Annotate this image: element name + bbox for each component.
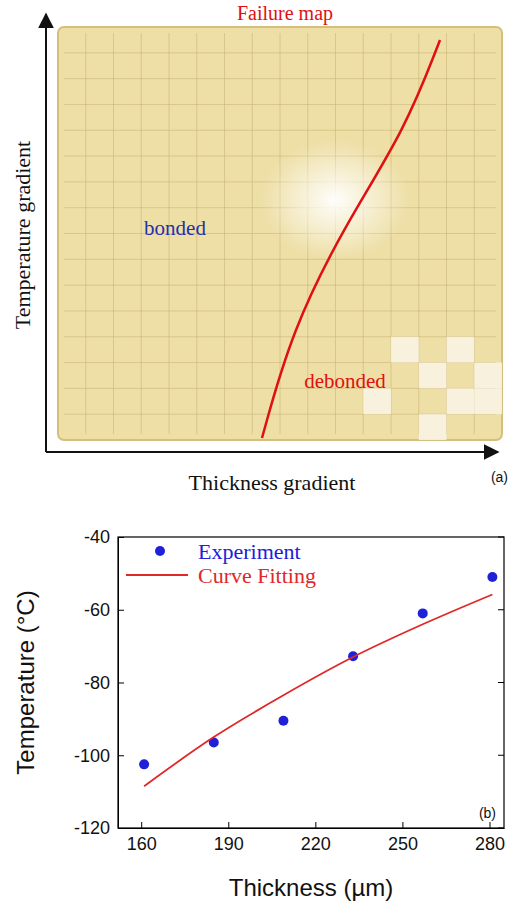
x-tick-label: 160 (127, 834, 157, 854)
data-point (139, 759, 149, 769)
grid-line (64, 259, 496, 260)
legend-item: Experiment (155, 539, 301, 564)
x-axis-title: Thickness gradient (189, 470, 356, 495)
x-tick-mark (315, 822, 316, 828)
x-tick-mark (489, 822, 490, 828)
y-tick-mark (118, 755, 124, 756)
data-point (487, 572, 497, 582)
x-axis-line (119, 828, 505, 829)
data-point (418, 608, 428, 618)
x-tick: 250 (388, 822, 418, 854)
right-tick-mark (498, 537, 504, 538)
y-tick-label: -80 (84, 673, 110, 693)
legend: ExperimentCurve Fitting (126, 539, 316, 588)
legend-label: Curve Fitting (198, 563, 316, 588)
y-tick: -100 (74, 746, 124, 766)
x-tick-label: 250 (388, 834, 418, 854)
x-tick: 220 (301, 822, 331, 854)
region-label: bonded (144, 216, 206, 240)
debonded-patch (419, 414, 447, 440)
figure: Failure map bonded debonded Temperature gra… (0, 0, 516, 907)
debonded-patch (474, 388, 502, 414)
y-tick-label: -120 (74, 818, 110, 838)
x-tick-mark (141, 822, 142, 828)
x-tick-mark (228, 822, 229, 828)
y-axis: -120 -100 -80 -60 -40 (74, 527, 124, 838)
x-tick: 160 (127, 822, 157, 854)
sample-photo (58, 27, 502, 440)
marks (139, 572, 497, 786)
legend-item: Curve Fitting (126, 563, 316, 588)
y-axis-title: Temperature (°C) (12, 590, 39, 774)
panel-b: -120 -100 -80 -60 -40 160 190 220 250 280 Temperat… (12, 527, 505, 901)
fit-line (144, 594, 492, 786)
legend-label: Experiment (198, 539, 301, 564)
x-axis: 160 190 220 250 280 (119, 822, 506, 854)
panel-label: (a) (491, 469, 508, 485)
x-tick-label: 190 (214, 834, 244, 854)
x-tick-label: 220 (301, 834, 331, 854)
plot-frame (118, 537, 504, 828)
y-tick-label: -60 (84, 600, 110, 620)
data-point (278, 716, 288, 726)
y-tick-mark (118, 683, 124, 684)
failure-boundary (262, 40, 440, 438)
debonded-patch (447, 388, 475, 414)
panel-title: Failure map (237, 2, 333, 25)
grid-line (64, 285, 496, 286)
y-axis-title: Temperature gradient (10, 141, 35, 329)
x-arrow (46, 451, 498, 453)
glare (260, 140, 410, 260)
x-tick-label: 280 (475, 834, 505, 854)
x-tick: 190 (214, 822, 244, 854)
right-tick-mark (498, 609, 504, 610)
y-tick: -40 (84, 527, 124, 547)
panel-label: (b) (479, 805, 496, 821)
y-tick-label: -40 (84, 527, 110, 547)
region-label: debonded (304, 369, 386, 393)
grid-line (64, 310, 496, 311)
right-tick-mark (498, 755, 504, 756)
panel-a: Failure map bonded debonded Temperature gra… (10, 2, 508, 495)
y-tick: -120 (74, 818, 124, 838)
y-tick-mark (118, 610, 124, 611)
y-tick-label: -100 (74, 746, 110, 766)
right-tick-mark (498, 682, 504, 683)
legend-line (126, 574, 188, 576)
debonded-patch (474, 363, 502, 389)
x-tick: 280 (475, 822, 505, 854)
y-arrow (45, 14, 47, 452)
x-tick-mark (402, 822, 403, 828)
y-tick-mark (118, 537, 124, 538)
debonded-patch (391, 337, 419, 363)
debonded-patch (419, 363, 447, 389)
y-tick: -60 (84, 600, 124, 620)
x-axis-title: Thickness (µm) (229, 874, 394, 901)
grid-line (64, 336, 496, 337)
right-tick-mark (498, 828, 504, 829)
legend-marker (155, 546, 165, 556)
debonded-patch (447, 337, 475, 363)
y-tick: -80 (84, 673, 124, 693)
